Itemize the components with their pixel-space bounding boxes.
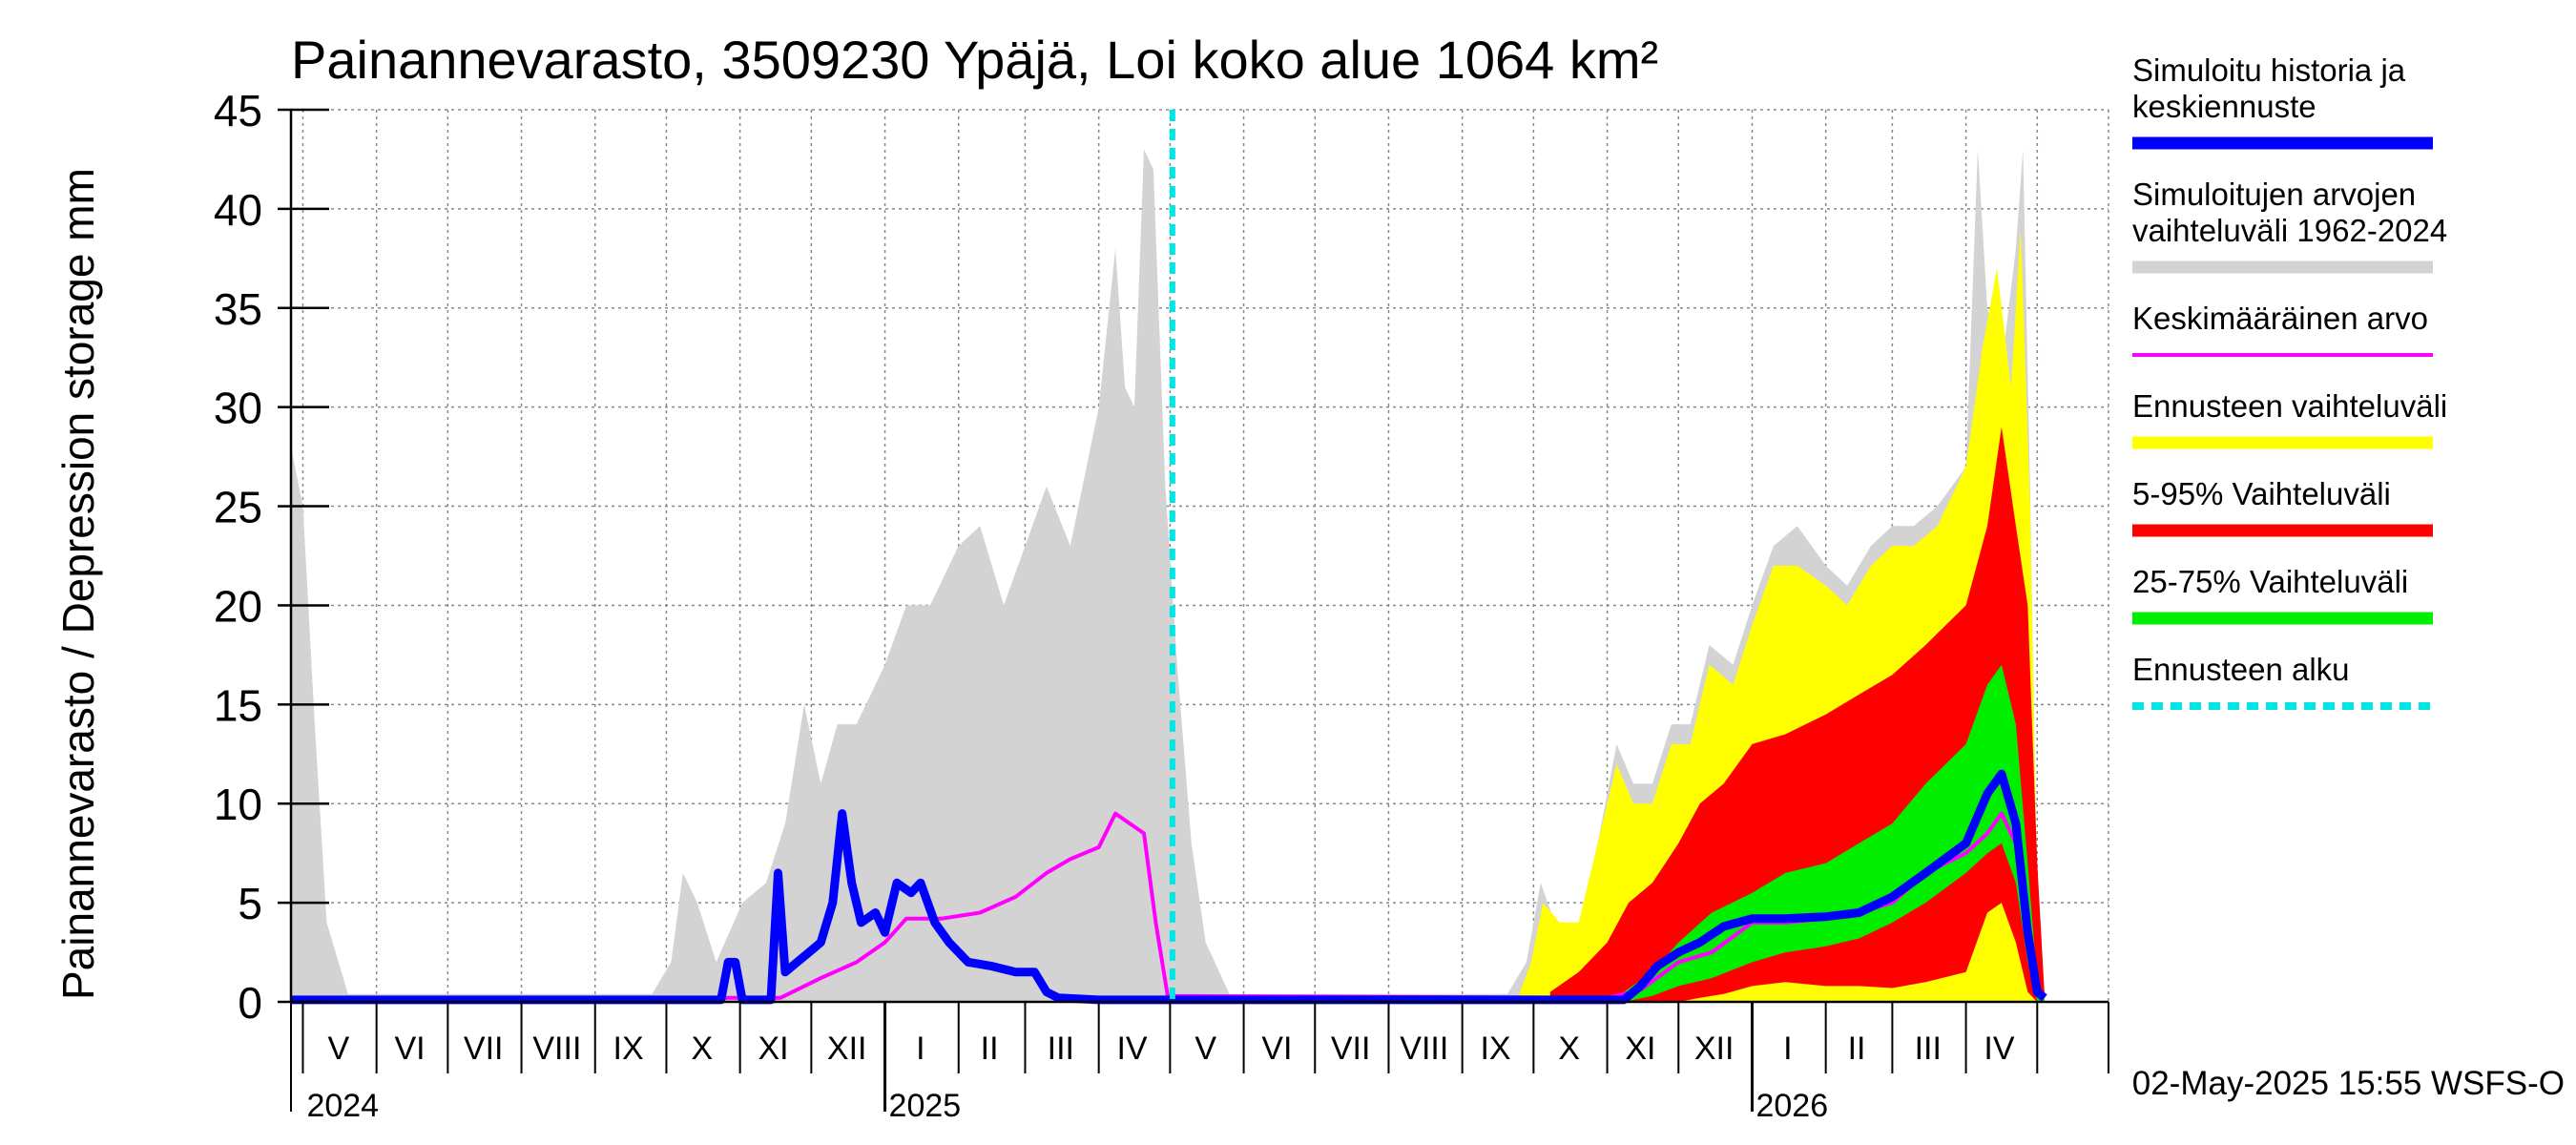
- y-tick-label: 25: [214, 483, 262, 532]
- legend-label: vaihteluväli 1962-2024: [2132, 213, 2447, 248]
- month-label: X: [1558, 1030, 1580, 1067]
- month-label: VII: [464, 1030, 504, 1067]
- legend-label: keskiennuste: [2132, 89, 2316, 124]
- y-tick-label: 0: [238, 978, 262, 1028]
- month-label: II: [981, 1030, 999, 1067]
- legend-label: 5-95% Vaihteluväli: [2132, 476, 2391, 511]
- year-label: 2025: [889, 1088, 962, 1124]
- month-label: I: [916, 1030, 924, 1067]
- month-label: VI: [1261, 1030, 1292, 1067]
- month-label: III: [1048, 1030, 1074, 1067]
- month-label: VI: [394, 1030, 425, 1067]
- month-label: VIII: [532, 1030, 581, 1067]
- month-label: V: [327, 1030, 349, 1067]
- legend-label: Simuloitujen arvojen: [2132, 177, 2416, 212]
- month-label: VIII: [1400, 1030, 1448, 1067]
- legend-label: Simuloitu historia ja: [2132, 52, 2406, 88]
- band-25-75-vaihteluv-li: [1624, 664, 2045, 1002]
- y-tick-label: 20: [214, 581, 262, 631]
- month-label: VII: [1331, 1030, 1371, 1067]
- legend-label: Keskimääräinen arvo: [2132, 301, 2428, 336]
- month-label: IV: [1984, 1030, 2014, 1067]
- y-axis-label: Painannevarasto / Depression storage mm: [53, 168, 103, 1000]
- y-tick-label: 15: [214, 680, 262, 730]
- month-label: XII: [827, 1030, 867, 1067]
- month-label: X: [691, 1030, 713, 1067]
- y-tick-label: 35: [214, 284, 262, 334]
- y-tick-label: 40: [214, 185, 262, 235]
- footer-timestamp: 02-May-2025 15:55 WSFS-O: [2132, 1065, 2565, 1102]
- y-tick-label: 10: [214, 780, 262, 829]
- year-label: 2026: [1755, 1088, 1828, 1124]
- month-label: II: [1848, 1030, 1866, 1067]
- year-label: 2024: [306, 1088, 379, 1124]
- y-tick-label: 30: [214, 384, 262, 433]
- month-label: XII: [1694, 1030, 1735, 1067]
- band-simuloitujen-arvojen-vaihteluv-li-1962-2024: [291, 149, 2045, 1003]
- month-label: IX: [613, 1030, 644, 1067]
- y-tick-label: 45: [214, 86, 262, 135]
- chart-title: Painannevarasto, 3509230 Ypäjä, Loi koko…: [291, 30, 1658, 90]
- series-layer: [291, 110, 2047, 1005]
- month-label: IV: [1116, 1030, 1147, 1067]
- month-label: V: [1195, 1030, 1216, 1067]
- legend-label: Ennusteen alku: [2132, 652, 2350, 687]
- legend-label: 25-75% Vaihteluväli: [2132, 564, 2408, 599]
- month-label: IX: [1480, 1030, 1510, 1067]
- month-label: III: [1915, 1030, 1942, 1067]
- legend-label: Ennusteen vaihteluväli: [2132, 388, 2447, 424]
- month-label: XI: [1625, 1030, 1655, 1067]
- line-simuloitu-historia-ja-keskiennuste: [291, 769, 2047, 1005]
- month-label: I: [1783, 1030, 1792, 1067]
- y-tick-label: 5: [238, 879, 262, 928]
- month-label: XI: [758, 1030, 788, 1067]
